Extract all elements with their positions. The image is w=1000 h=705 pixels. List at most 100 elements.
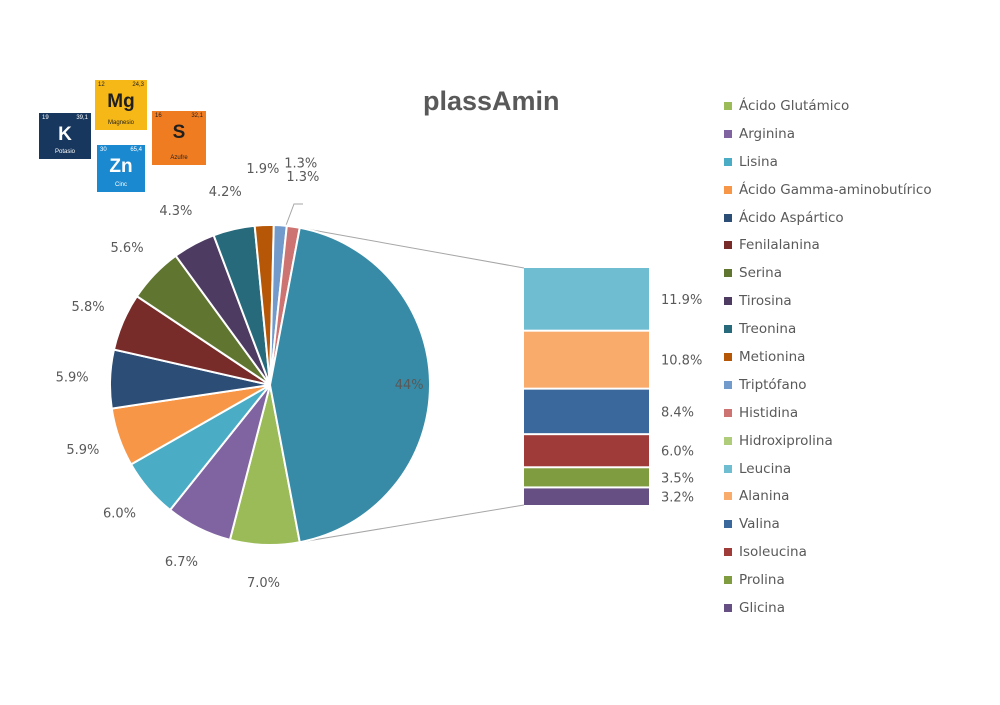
tile-name: Magnesio bbox=[107, 120, 134, 126]
legend-label: Leucina bbox=[739, 460, 792, 477]
element-tile-azufre: 16 32,1 S Azufre bbox=[152, 111, 206, 165]
legend-swatch bbox=[724, 269, 732, 278]
legend-item: Prolina bbox=[724, 566, 932, 594]
legend-item: Arginina bbox=[724, 120, 932, 148]
legend-label: Isoleucina bbox=[739, 544, 807, 561]
bar-data-label: 3.5% bbox=[661, 471, 694, 486]
legend-item: Lisina bbox=[724, 148, 932, 176]
pie-data-label: 7.0% bbox=[247, 576, 280, 591]
chart-title: plassAmin bbox=[423, 86, 560, 116]
tile-number: 16 bbox=[155, 113, 162, 119]
bar-data-label: 10.8% bbox=[661, 354, 702, 369]
leader-line bbox=[284, 203, 303, 229]
pie-data-label: 5.8% bbox=[72, 300, 105, 315]
element-tile-potasio: 19 39,1 K Potasio bbox=[39, 113, 91, 159]
legend-swatch bbox=[724, 297, 732, 306]
element-tile-magnesio: 12 24,3 Mg Magnesio bbox=[95, 80, 147, 130]
bar-data-label: 11.9% bbox=[661, 293, 702, 308]
tile-weight: 32,1 bbox=[191, 113, 203, 119]
legend-item: Leucina bbox=[724, 455, 932, 483]
legend-label: Lisina bbox=[739, 153, 778, 170]
legend-item: Metionina bbox=[724, 343, 932, 371]
legend-swatch bbox=[724, 157, 732, 166]
pie-data-label: 5.9% bbox=[66, 443, 99, 458]
tile-name: Potasio bbox=[54, 149, 75, 155]
connector-lines bbox=[284, 203, 525, 543]
legend-label: Ácido Glutámico bbox=[739, 97, 850, 114]
tile-symbol: S bbox=[172, 122, 186, 143]
legend-item: Isoleucina bbox=[724, 538, 932, 566]
data-labels: 7.0% 6.7% 6.0% 5.9% 5.9% 5.8% 5.6% 4.3% 4.2% 1.9%… bbox=[56, 156, 703, 590]
legend-item: Histidina bbox=[724, 399, 932, 427]
pie-data-label: 6.0% bbox=[103, 507, 136, 522]
legend-swatch bbox=[724, 213, 732, 222]
legend-swatch bbox=[724, 380, 732, 389]
legend-item: Treonina bbox=[724, 315, 932, 343]
connector-line bbox=[299, 504, 525, 543]
legend-item: Triptófano bbox=[724, 371, 932, 399]
secondary-bar bbox=[524, 268, 649, 505]
pie-slice bbox=[268, 226, 431, 544]
pie-data-label: 1.9% bbox=[246, 162, 279, 177]
legend-label: Fenilalanina bbox=[739, 237, 820, 254]
legend: Ácido Glutámico Arginina Lisina Ácido Ga… bbox=[724, 92, 932, 622]
legend-swatch bbox=[724, 129, 732, 138]
legend-item: Valina bbox=[724, 510, 932, 538]
legend-item: Glicina bbox=[724, 594, 932, 622]
legend-swatch bbox=[724, 325, 732, 334]
tile-name: Azufre bbox=[170, 155, 188, 161]
tile-number: 19 bbox=[42, 115, 49, 121]
connector-line bbox=[299, 227, 525, 269]
legend-label: Arginina bbox=[739, 125, 796, 142]
legend-label: Hidroxiprolina bbox=[739, 432, 833, 449]
legend-label: Ácido Aspártico bbox=[739, 209, 844, 226]
pie-data-label: 1.3% bbox=[286, 170, 319, 185]
legend-label: Alanina bbox=[739, 488, 790, 505]
tile-weight: 65,4 bbox=[130, 147, 142, 153]
pie-data-label: 4.2% bbox=[209, 185, 242, 200]
legend-item: Tirosina bbox=[724, 287, 932, 315]
legend-item: Serina bbox=[724, 259, 932, 287]
pie-data-label: 4.3% bbox=[159, 204, 192, 219]
legend-label: Metionina bbox=[739, 348, 806, 365]
legend-swatch bbox=[724, 464, 732, 473]
legend-swatch bbox=[724, 185, 732, 194]
tile-weight: 24,3 bbox=[132, 82, 144, 88]
legend-label: Prolina bbox=[739, 572, 785, 589]
legend-swatch bbox=[724, 520, 732, 529]
tile-symbol: Zn bbox=[109, 156, 133, 177]
bar-segment bbox=[524, 488, 649, 505]
pie-data-label: 5.6% bbox=[111, 241, 144, 256]
legend-item: Ácido Glutámico bbox=[724, 92, 932, 120]
legend-label: Ácido Gamma-aminobutírico bbox=[739, 181, 932, 198]
legend-item: Ácido Gamma-aminobutírico bbox=[724, 176, 932, 204]
bar-segment bbox=[524, 389, 649, 434]
tile-name: Cinc bbox=[114, 182, 127, 188]
bar-data-label: 8.4% bbox=[661, 405, 694, 420]
bar-data-label: 3.2% bbox=[661, 491, 694, 506]
legend-label: Valina bbox=[739, 516, 780, 533]
legend-item: Hidroxiprolina bbox=[724, 427, 932, 455]
bar-segment bbox=[524, 468, 649, 487]
tile-number: 12 bbox=[98, 82, 105, 88]
tile-symbol: K bbox=[58, 124, 72, 145]
legend-label: Serina bbox=[739, 265, 783, 282]
legend-swatch bbox=[724, 603, 732, 612]
pie-data-label: 1.3% bbox=[284, 156, 317, 171]
legend-label: Triptófano bbox=[739, 376, 807, 393]
legend-label: Tirosina bbox=[739, 293, 792, 310]
bar-segment bbox=[524, 435, 649, 467]
legend-swatch bbox=[724, 408, 732, 417]
legend-label: Glicina bbox=[739, 599, 785, 616]
element-tile-cinc: 30 65,4 Zn Cinc bbox=[97, 145, 145, 192]
main-pie bbox=[109, 224, 431, 546]
tile-weight: 39,1 bbox=[76, 115, 88, 121]
bar-segment bbox=[524, 268, 649, 330]
legend-swatch bbox=[724, 492, 732, 501]
legend-swatch bbox=[724, 101, 732, 110]
legend-item: Fenilalanina bbox=[724, 231, 932, 259]
bar-segment bbox=[524, 331, 649, 388]
legend-item: Alanina bbox=[724, 482, 932, 510]
legend-swatch bbox=[724, 576, 732, 585]
